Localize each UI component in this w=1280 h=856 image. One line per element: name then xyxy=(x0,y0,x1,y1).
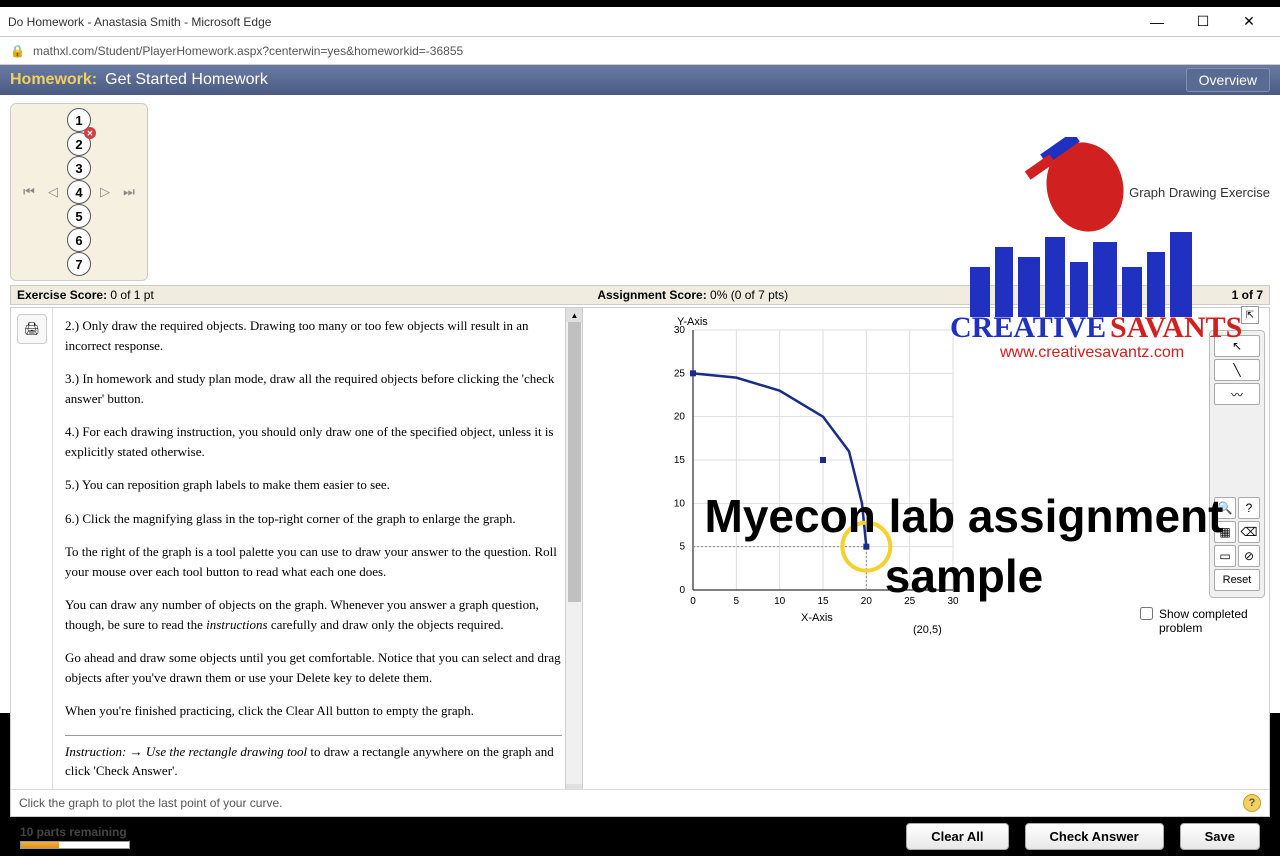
svg-text:20: 20 xyxy=(674,412,686,423)
nav-question-4[interactable]: 4 xyxy=(67,180,91,204)
nav-question-3[interactable]: 3 xyxy=(67,156,91,180)
address-bar: 🔒 mathxl.com/Student/PlayerHomework.aspx… xyxy=(0,37,1280,65)
coord-readout: (20,5) xyxy=(913,624,942,636)
svg-text:15: 15 xyxy=(674,455,686,466)
exercise-type-label: Graph Drawing Exercise xyxy=(1129,185,1270,200)
scroll-up-icon[interactable]: ▲ xyxy=(566,308,583,322)
maximize-button[interactable]: ☐ xyxy=(1180,7,1226,37)
homework-title: Get Started Homework xyxy=(105,71,268,89)
check-answer-button[interactable]: Check Answer xyxy=(1025,823,1164,850)
nav-question-6[interactable]: 6 xyxy=(67,228,91,252)
svg-text:30: 30 xyxy=(674,325,686,336)
instruction-2: 2.) Only draw the required objects. Draw… xyxy=(65,316,562,355)
homework-label: Homework: xyxy=(10,71,97,89)
left-toolbar: 🖨 xyxy=(11,308,53,816)
line-tool[interactable]: ╲ xyxy=(1214,359,1260,381)
nav-question-7[interactable]: 7 xyxy=(67,252,91,276)
x-axis-label: X-Axis xyxy=(801,612,833,624)
instruction-7: To the right of the graph is a tool pale… xyxy=(65,542,562,581)
instruction-directive: Instruction: → Use the rectangle drawing… xyxy=(65,735,562,781)
url-text: mathxl.com/Student/PlayerHomework.aspx?c… xyxy=(33,44,463,58)
progress-bar xyxy=(20,841,130,849)
svg-text:25: 25 xyxy=(674,368,686,379)
overlay-caption: Myecon lab assignment sample xyxy=(654,487,1274,607)
overview-button[interactable]: Overview xyxy=(1186,68,1270,92)
instruction-9: Go ahead and draw some objects until you… xyxy=(65,648,562,687)
nav-last-icon[interactable]: ⏭ xyxy=(119,182,139,202)
print-button[interactable]: 🖨 xyxy=(17,314,47,344)
nav-question-5[interactable]: 5 xyxy=(67,204,91,228)
clear-all-button[interactable]: Clear All xyxy=(906,823,1008,850)
minimize-button[interactable]: — xyxy=(1134,7,1180,37)
nav-prev-icon[interactable]: ◁ xyxy=(43,182,63,202)
save-button[interactable]: Save xyxy=(1180,823,1260,850)
show-completed-checkbox[interactable]: Show completed problem xyxy=(1140,607,1260,635)
nav-next-icon[interactable]: ▷ xyxy=(95,182,115,202)
hint-icon[interactable]: ? xyxy=(1243,794,1261,812)
nav-first-icon[interactable]: ⏮ xyxy=(19,182,39,202)
instruction-4: 4.) For each drawing instruction, you sh… xyxy=(65,422,562,461)
instruction-3: 3.) In homework and study plan mode, dra… xyxy=(65,369,562,408)
pointer-tool[interactable]: ↖ xyxy=(1214,335,1260,357)
show-completed-input[interactable] xyxy=(1140,607,1153,620)
scroll-thumb[interactable] xyxy=(568,322,581,602)
lock-icon: 🔒 xyxy=(10,44,25,58)
nav-question-2[interactable]: 2 xyxy=(67,132,91,156)
question-nav: ⏮ ◁ 1234567 ▷ ⏭ xyxy=(10,103,148,281)
instruction-6: 6.) Click the magnifying glass in the to… xyxy=(65,509,562,529)
instructions-pane: 2.) Only draw the required objects. Draw… xyxy=(53,308,583,816)
instruction-5: 5.) You can reposition graph labels to m… xyxy=(65,475,562,495)
close-button[interactable]: ✕ xyxy=(1226,7,1272,37)
parts-remaining: 10 parts remaining xyxy=(20,825,130,839)
curve-tool[interactable]: 〰 xyxy=(1214,383,1260,405)
vertical-scrollbar[interactable]: ▲ ▼ xyxy=(565,308,582,798)
hint-text: Click the graph to plot the last point o… xyxy=(19,796,282,810)
popout-button[interactable]: ⇱ xyxy=(1241,306,1259,324)
titlebar: Do Homework - Anastasia Smith - Microsof… xyxy=(0,7,1280,37)
window-title: Do Homework - Anastasia Smith - Microsof… xyxy=(8,15,1134,29)
homework-header: Homework: Get Started Homework Overview xyxy=(0,65,1280,95)
instruction-10: When you're finished practicing, click t… xyxy=(65,701,562,721)
instruction-8: You can draw any number of objects on th… xyxy=(65,595,562,634)
score-row: Exercise Score: 0 of 1 pt Assignment Sco… xyxy=(10,285,1270,305)
